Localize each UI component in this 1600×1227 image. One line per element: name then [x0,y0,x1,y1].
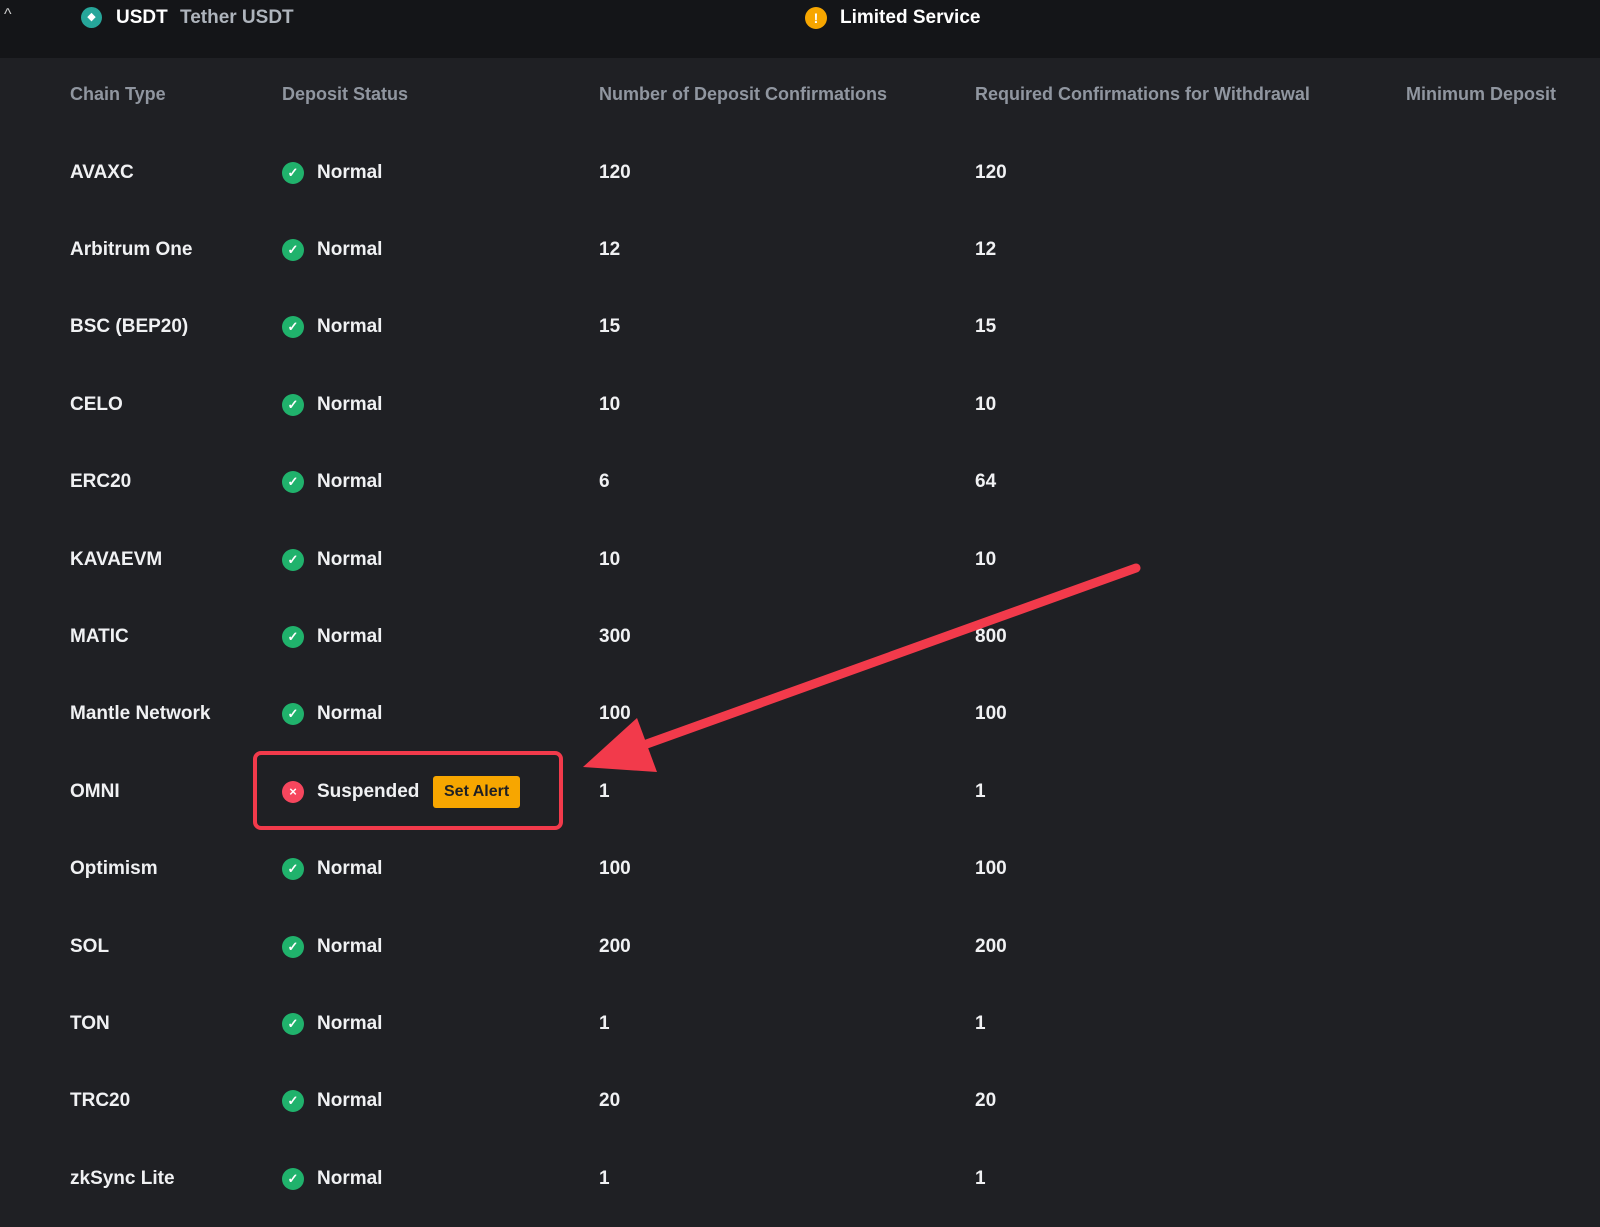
chain-type: TRC20 [70,1090,131,1111]
tether-logo-icon: ◆ [81,7,102,28]
chain-type: Optimism [70,858,158,879]
asset-symbol: USDT [116,7,168,28]
check-circle-icon: ✓ [282,549,304,571]
deposit-confirmations: 100 [599,703,631,724]
table-row: AVAXC ✓ Normal 120 120 [0,158,1600,188]
deposit-status: Normal [317,549,383,570]
check-circle-icon: ✓ [282,162,304,184]
withdrawal-confirmations: 120 [975,162,1007,183]
deposit-confirmations: 100 [599,858,631,879]
table-row: ERC20 ✓ Normal 6 64 [0,467,1600,497]
table-row: Mantle Network ✓ Normal 100 100 [0,699,1600,729]
chain-type: SOL [70,936,110,957]
table-row: KAVAEVM ✓ Normal 10 10 [0,545,1600,575]
chain-type: TON [70,1013,110,1034]
header-chain-type: Chain Type [70,84,166,104]
deposit-confirmations: 300 [599,626,631,647]
deposit-confirmations: 20 [599,1090,621,1111]
table-row: TRC20 ✓ Normal 20 20 [0,1086,1600,1116]
deposit-confirmations: 1 [599,781,610,802]
chain-type: OMNI [70,781,120,802]
check-circle-icon: ✓ [282,703,304,725]
deposit-status: Normal [317,1013,383,1034]
deposit-confirmations: 1 [599,1013,610,1034]
header-minimum-deposit: Minimum Deposit [1406,84,1557,104]
asset-name: Tether USDT [180,7,294,28]
header-withdrawal-confirmations: Required Confirmations for Withdrawal [975,84,1310,104]
header-deposit-confirmations: Number of Deposit Confirmations [599,84,888,104]
check-circle-icon: ✓ [282,858,304,880]
chain-type: CELO [70,394,123,415]
chain-type: AVAXC [70,162,134,183]
deposit-status: Normal [317,239,383,260]
withdrawal-confirmations: 10 [975,394,997,415]
deposit-status: Normal [317,858,383,879]
withdrawal-confirmations: 15 [975,316,997,337]
withdrawal-confirmations: 100 [975,703,1007,724]
withdrawal-confirmations: 20 [975,1090,997,1111]
withdrawal-confirmations: 800 [975,626,1007,647]
check-circle-icon: ✓ [282,394,304,416]
chain-type: MATIC [70,626,129,647]
withdrawal-confirmations: 1 [975,1168,986,1189]
check-circle-icon: ✓ [282,1168,304,1190]
collapse-chevron-icon[interactable]: ^ [4,6,12,23]
asset-header[interactable]: ^ ◆ USDT Tether USDT ! Limited Service [0,0,1600,58]
deposit-status: Normal [317,316,383,337]
chain-type: ERC20 [70,471,132,492]
withdrawal-confirmations: 10 [975,549,997,570]
withdrawal-confirmations: 12 [975,239,997,260]
withdrawal-confirmations: 64 [975,471,997,492]
withdrawal-confirmations: 1 [975,1013,986,1034]
header-deposit-status: Deposit Status [282,84,409,104]
chain-type: BSC (BEP20) [70,316,189,337]
set-alert-button[interactable]: Set Alert [433,776,521,808]
check-circle-icon: ✓ [282,1013,304,1035]
chain-type: KAVAEVM [70,549,163,570]
withdrawal-confirmations: 200 [975,936,1007,957]
deposit-status: Normal [317,162,383,183]
table-row: TON ✓ Normal 1 1 [0,1009,1600,1039]
deposit-confirmations: 12 [599,239,621,260]
table-row: Arbitrum One ✓ Normal 12 12 [0,235,1600,265]
check-circle-icon: ✓ [282,626,304,648]
check-circle-icon: ✓ [282,471,304,493]
deposit-confirmations: 1 [599,1168,610,1189]
deposit-confirmations: 15 [599,316,621,337]
deposit-status: Suspended [317,781,420,802]
deposit-status: Normal [317,394,383,415]
deposit-status: Normal [317,471,383,492]
deposit-status: Normal [317,1090,383,1111]
chain-type: Mantle Network [70,703,211,724]
deposit-confirmations: 10 [599,394,621,415]
service-status: Limited Service [840,7,981,28]
deposit-confirmations: 6 [599,471,610,492]
table-row: zkSync Lite ✓ Normal 1 1 [0,1164,1600,1194]
table-row: SOL ✓ Normal 200 200 [0,932,1600,962]
withdrawal-confirmations: 100 [975,858,1007,879]
check-circle-icon: ✓ [282,1090,304,1112]
table-row: CELO ✓ Normal 10 10 [0,390,1600,420]
table-row: OMNI × Suspended Set Alert 1 1 [0,776,1600,808]
table-row: Optimism ✓ Normal 100 100 [0,854,1600,884]
deposit-confirmations: 10 [599,549,621,570]
check-circle-icon: ✓ [282,936,304,958]
table-row: MATIC ✓ Normal 300 800 [0,622,1600,652]
deposit-confirmations: 200 [599,936,631,957]
annotation-highlight-box [253,751,563,830]
deposit-confirmations: 120 [599,162,631,183]
chain-type: zkSync Lite [70,1168,175,1189]
check-circle-icon: ✓ [282,316,304,338]
withdrawal-confirmations: 1 [975,781,986,802]
deposit-status: Normal [317,626,383,647]
deposit-status: Normal [317,1168,383,1189]
chain-type: Arbitrum One [70,239,193,260]
deposit-status: Normal [317,703,383,724]
check-circle-icon: ✓ [282,239,304,261]
deposit-status: Normal [317,936,383,957]
warning-icon: ! [805,7,827,29]
table-row: BSC (BEP20) ✓ Normal 15 15 [0,312,1600,342]
x-circle-icon: × [282,781,304,803]
